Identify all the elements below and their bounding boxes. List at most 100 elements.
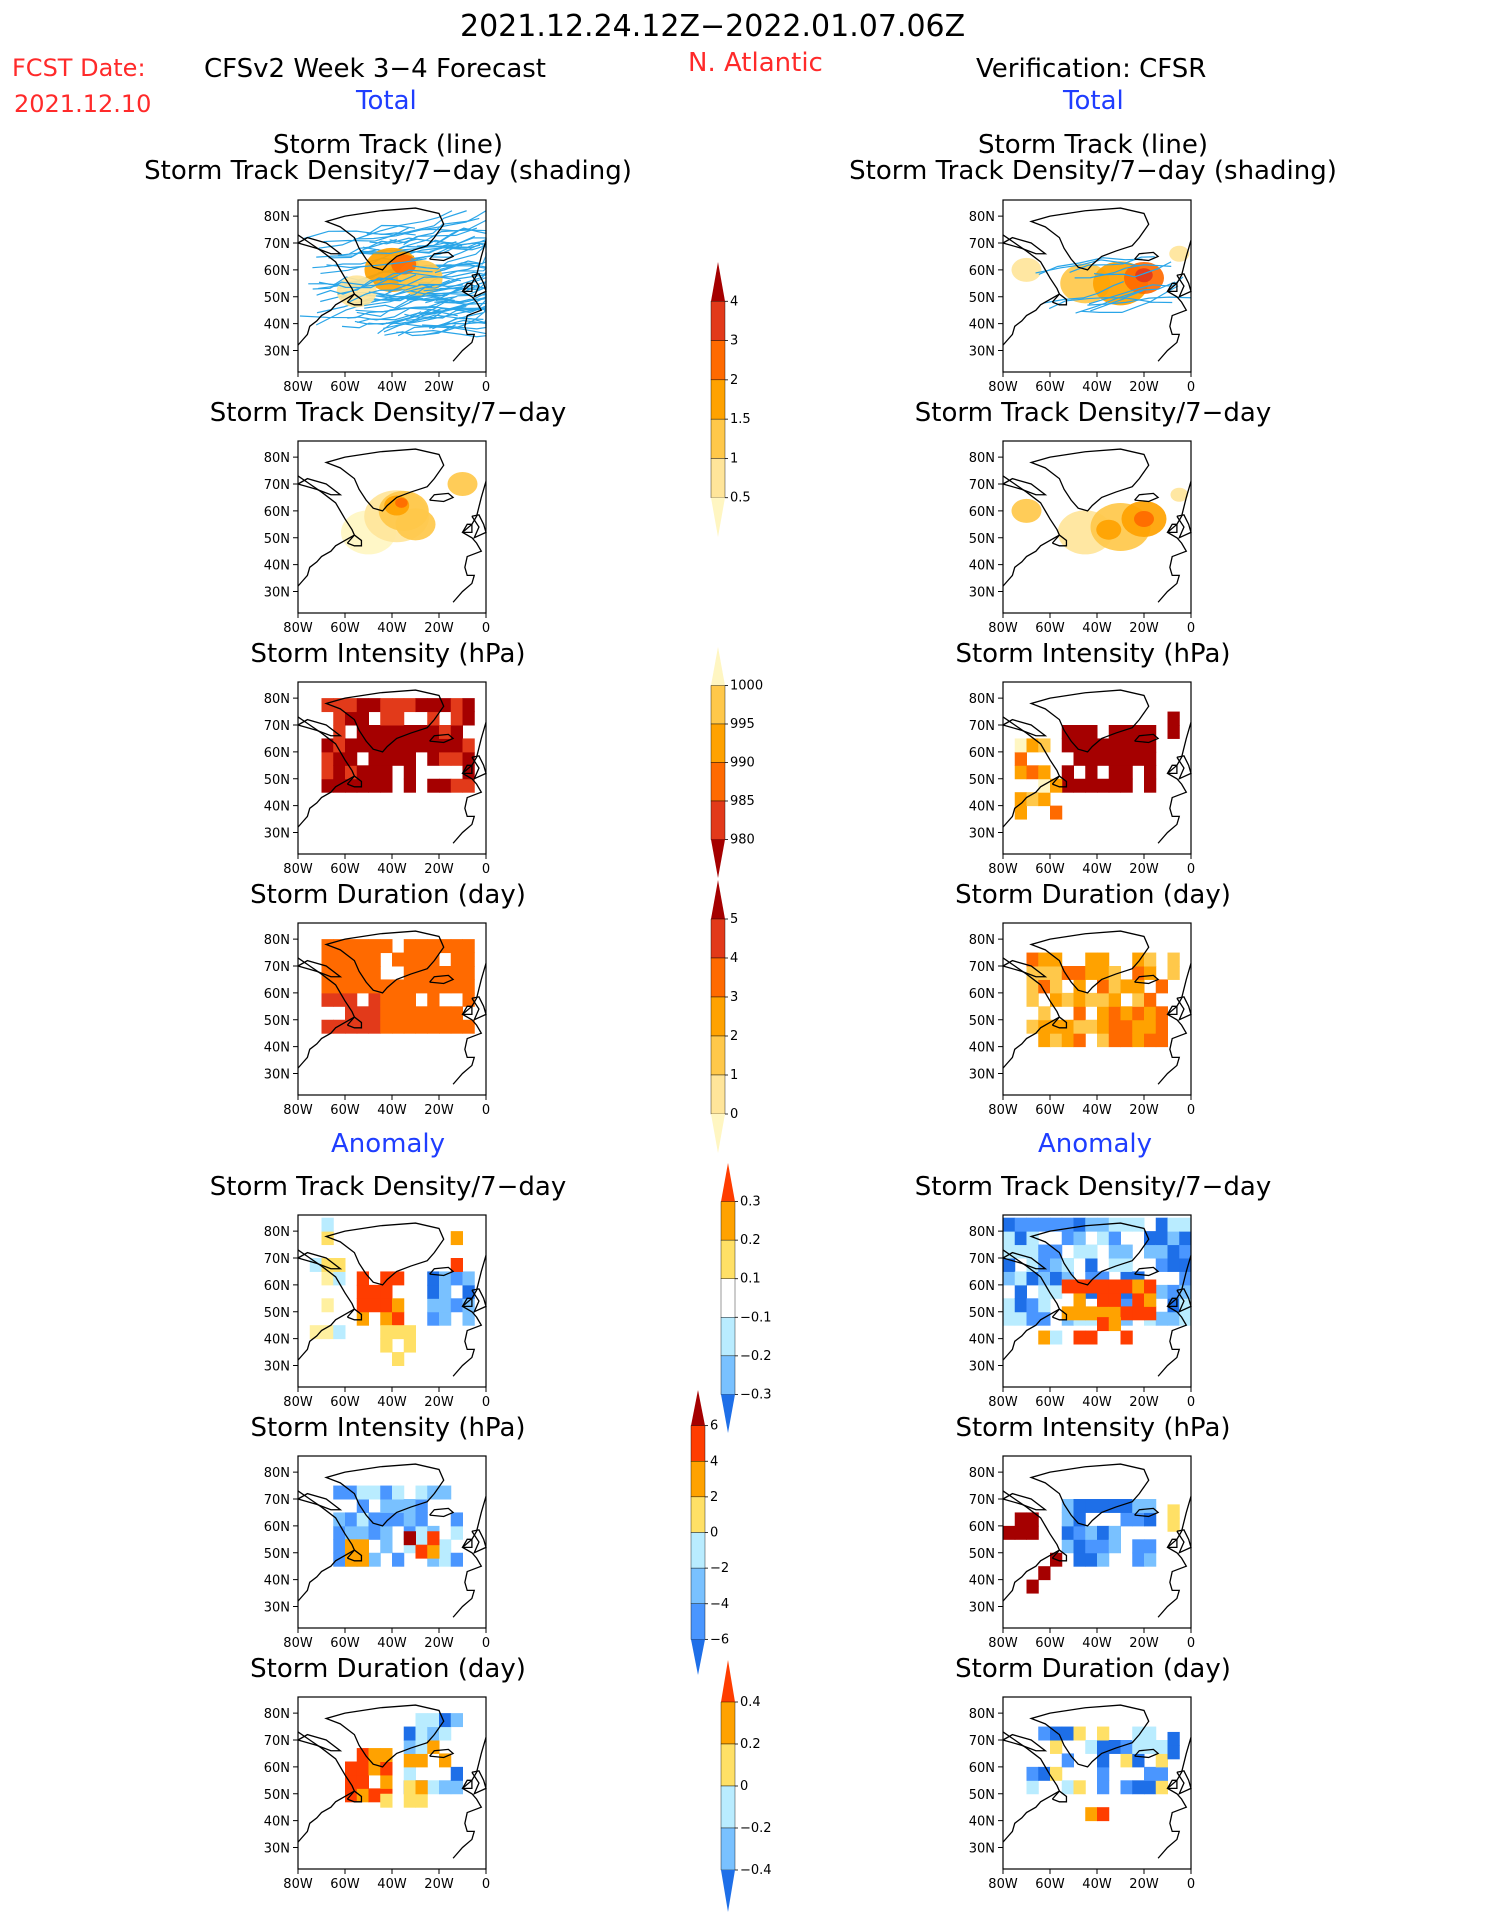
duration-cell xyxy=(1097,979,1110,994)
anomaly-cell xyxy=(1085,1258,1098,1272)
intensity-cell xyxy=(1014,738,1027,753)
intensity-cell xyxy=(1132,738,1145,753)
intensity-cell xyxy=(1097,738,1110,753)
anomaly-cell xyxy=(1061,1512,1074,1527)
density-blob xyxy=(447,472,478,496)
anomaly-cell xyxy=(1038,1726,1051,1741)
colorbar-arrow xyxy=(711,839,725,878)
lat-tick-label: 80N xyxy=(264,210,290,225)
map-panel: 80N 70N 60N 50N 40N 30N 80W 60W 40W 20W 0 xyxy=(969,199,1195,395)
duration-cell xyxy=(450,1006,463,1021)
coastline xyxy=(461,523,473,534)
intensity-cell xyxy=(403,765,416,780)
anomaly-cell xyxy=(321,1258,334,1272)
colorbar-intensity-anomaly: 6 4 2 0 −2 −4 −6 xyxy=(690,1390,729,1675)
anomaly-cell xyxy=(356,1284,369,1299)
lat-tick-label: 60N xyxy=(969,505,995,520)
lat-tick-label: 80N xyxy=(264,692,290,707)
intensity-cell xyxy=(392,698,405,713)
duration-cell xyxy=(439,966,452,980)
anomaly-cell xyxy=(1026,1258,1039,1272)
duration-cell xyxy=(1026,952,1039,967)
lat-tick-label: 50N xyxy=(264,291,290,306)
colorbar-segment xyxy=(710,1074,726,1115)
lat-tick-label: 70N xyxy=(264,719,290,734)
anomaly-cell xyxy=(403,1793,416,1808)
duration-cell xyxy=(321,952,334,967)
anomaly-cell xyxy=(1179,1217,1192,1232)
anomaly-cell xyxy=(1144,1552,1157,1567)
anomaly-label-right: Anomaly xyxy=(1038,1129,1153,1159)
lon-tick-label: 40W xyxy=(1082,380,1112,395)
colorbar-label: 0 xyxy=(740,1779,748,1794)
colorbar-label: 0.4 xyxy=(740,1695,761,1710)
lat-tick-label: 40N xyxy=(264,318,290,333)
duration-cell xyxy=(1120,1033,1133,1048)
density-blob xyxy=(1011,498,1042,523)
anomaly-cell xyxy=(1003,1217,1016,1232)
storm-track-line xyxy=(299,307,408,319)
anomaly-cell xyxy=(1085,1306,1098,1321)
anomaly-cell xyxy=(427,1271,440,1286)
lon-tick-label: 40W xyxy=(377,621,407,636)
intensity-cell xyxy=(427,778,440,793)
duration-cell xyxy=(1085,966,1098,980)
storm-track-line xyxy=(364,279,459,307)
map-panel: 80N 70N 60N 50N 40N 30N 80W 60W 40W 20W 0 xyxy=(969,922,1195,1118)
duration-cell xyxy=(356,966,369,980)
duration-cell xyxy=(1132,952,1145,967)
lat-tick-label: 60N xyxy=(264,1520,290,1535)
storm-track-line xyxy=(366,210,453,236)
coastline xyxy=(1051,1308,1068,1321)
duration-cell xyxy=(1108,1006,1121,1021)
duration-cell xyxy=(462,1019,475,1034)
anomaly-cell xyxy=(1120,1258,1133,1272)
coastline xyxy=(1051,534,1068,547)
colorbar-segment xyxy=(720,1317,736,1357)
colorbar-duration-total: 5 4 3 2 1 0 xyxy=(710,880,738,1153)
coastline xyxy=(429,733,455,744)
coastline xyxy=(461,1005,473,1016)
title-track-shading-left: Storm Track Density/7−day (shading) xyxy=(144,156,632,186)
lat-tick-label: 70N xyxy=(264,960,290,975)
anomaly-cell xyxy=(1120,1753,1133,1768)
colorbar-segment xyxy=(690,1425,706,1462)
lon-tick-label: 80W xyxy=(283,380,313,395)
intensity-cell xyxy=(333,698,346,713)
coastline xyxy=(1002,1731,1061,1843)
anomaly-cell xyxy=(450,1525,463,1540)
anomaly-cell xyxy=(403,1766,416,1781)
colorbar-segment xyxy=(720,1278,736,1318)
anomaly-cell xyxy=(1155,1766,1168,1781)
duration-cell xyxy=(1097,966,1110,980)
lat-tick-label: 40N xyxy=(264,800,290,815)
anomaly-cell xyxy=(415,1525,428,1540)
lat-tick-label: 30N xyxy=(264,827,290,842)
anomaly-cell xyxy=(368,1761,381,1776)
lat-tick-label: 30N xyxy=(969,1360,995,1375)
intensity-cell xyxy=(392,711,405,726)
anomaly-cell xyxy=(368,1748,381,1762)
lon-tick-label: 0 xyxy=(482,1395,490,1410)
intensity-cell xyxy=(321,738,334,753)
intensity-cell xyxy=(415,725,428,739)
lon-tick-label: 40W xyxy=(1082,862,1112,877)
coastline xyxy=(297,718,343,737)
lon-tick-label: 80W xyxy=(283,1395,313,1410)
colorbar-density-anomaly: 0.3 0.2 0.1 −0.1 −0.2 −0.3 xyxy=(720,1163,772,1433)
lon-tick-label: 80W xyxy=(988,621,1018,636)
anomaly-cell xyxy=(1132,1512,1145,1527)
anomaly-cell xyxy=(1061,1525,1074,1540)
anomaly-cell xyxy=(403,1531,416,1546)
anomaly-cell xyxy=(1167,1217,1180,1232)
anomaly-cell xyxy=(392,1352,405,1366)
lon-tick-label: 0 xyxy=(1187,1636,1195,1651)
duration-cell xyxy=(380,1006,393,1021)
colorbar-label: −0.3 xyxy=(740,1387,772,1402)
lat-tick-label: 80N xyxy=(969,210,995,225)
colorbar-segment xyxy=(690,1532,706,1569)
intensity-cell xyxy=(1014,805,1027,820)
storm-track-line xyxy=(353,228,456,240)
coastline xyxy=(1166,1779,1178,1790)
coastline xyxy=(1134,733,1160,744)
